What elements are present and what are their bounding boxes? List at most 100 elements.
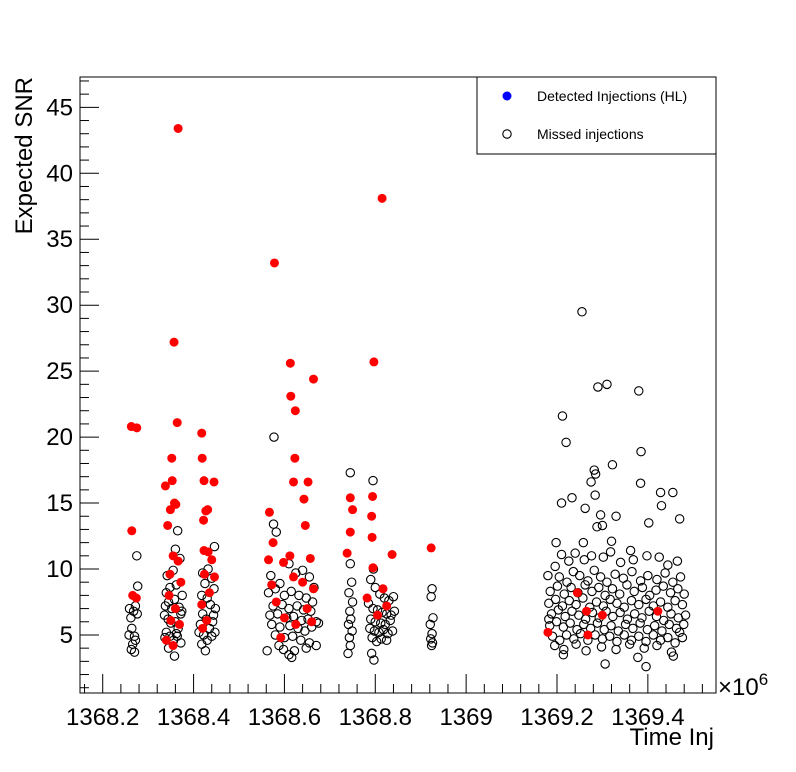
missed-point [569, 634, 579, 644]
detected-point [597, 610, 607, 620]
missed-point [571, 639, 581, 649]
detected-point [291, 619, 301, 629]
detected-point [171, 499, 181, 509]
missed-point [278, 644, 289, 655]
missed-point [559, 589, 570, 599]
missed-point [665, 588, 676, 598]
missed-point [208, 610, 219, 620]
missed-point [670, 638, 680, 648]
detected-point [582, 606, 592, 616]
missed-point [629, 609, 640, 619]
missed-point [593, 382, 603, 392]
missed-point [637, 613, 647, 623]
missed-point [674, 627, 685, 638]
missed-point [262, 646, 272, 656]
missed-point [637, 582, 648, 593]
missed-point [266, 570, 276, 581]
missed-point [544, 614, 554, 624]
missed-point [634, 599, 644, 610]
missed-point [628, 623, 638, 634]
missed-point [366, 648, 377, 659]
missed-point [284, 649, 294, 660]
missed-point [388, 591, 399, 602]
missed-point [275, 622, 285, 632]
missed-point [649, 620, 660, 631]
missed-point [644, 518, 654, 528]
legend: Detected Injections (HL) Missed injectio… [476, 76, 717, 155]
missed-point [652, 640, 662, 651]
missed-point [627, 566, 637, 577]
missed-point [561, 630, 572, 640]
missed-point [551, 537, 561, 548]
missed-point [596, 642, 607, 652]
missed-point [365, 623, 375, 634]
missed-point [660, 568, 670, 578]
detected-point [653, 606, 663, 616]
legend-label-detected: Detected Injections (HL) [537, 88, 687, 104]
detected-point [543, 627, 553, 637]
detected-point [583, 630, 593, 640]
detected-point [271, 597, 281, 607]
missed-point [663, 632, 673, 643]
missed-point [550, 561, 560, 572]
detected-point [286, 391, 296, 401]
missed-point [610, 569, 620, 580]
missed-point [641, 661, 651, 672]
missed-point [553, 605, 564, 615]
missed-point [559, 644, 569, 655]
detected-point [285, 358, 295, 368]
detected-point [207, 555, 217, 565]
x-tick-label: 1368.2 [66, 704, 139, 731]
detected-point [166, 615, 176, 625]
missed-point [598, 552, 609, 562]
detected-point [173, 123, 183, 133]
missed-point [365, 574, 376, 585]
missed-point [132, 609, 142, 619]
missed-point [597, 520, 608, 531]
missed-point [427, 628, 437, 639]
detected-point [197, 600, 207, 610]
detected-point [368, 491, 378, 501]
missed-point [579, 555, 590, 565]
missed-point [557, 411, 568, 421]
detected-point [202, 615, 212, 625]
detected-point [199, 476, 209, 486]
y-tick-label: 15 [46, 490, 73, 517]
missed-point [592, 522, 602, 532]
missed-point [387, 626, 398, 636]
legend-detected-marker-icon [502, 91, 512, 101]
detected-point [168, 641, 178, 651]
detected-point [197, 453, 207, 463]
missed-point [552, 581, 563, 591]
missed-point [648, 630, 659, 640]
detected-point [298, 577, 308, 587]
missed-point [368, 603, 378, 614]
detected-point [302, 604, 312, 614]
missed-point [652, 574, 662, 585]
detected-point [160, 481, 170, 491]
detected-point [572, 588, 582, 598]
detected-point [300, 520, 310, 530]
detected-point [169, 337, 179, 347]
missed-point [558, 649, 569, 660]
missed-point [346, 614, 356, 624]
detected-point [203, 505, 213, 515]
missed-point [633, 652, 643, 663]
detected-point [426, 543, 436, 553]
missed-point [589, 565, 600, 576]
missed-point [643, 570, 653, 581]
missed-point [297, 565, 308, 576]
detected-point [172, 418, 182, 428]
detected-point [197, 428, 207, 438]
missed-point [614, 589, 625, 599]
missed-point [286, 586, 296, 597]
missed-point [620, 619, 631, 630]
missed-point [545, 586, 555, 597]
missed-point [347, 626, 357, 636]
missed-point [657, 626, 667, 636]
detected-point [163, 520, 173, 530]
missed-point [642, 551, 652, 561]
missed-point [622, 580, 632, 590]
missed-point [626, 595, 637, 606]
detected-point [309, 584, 319, 594]
